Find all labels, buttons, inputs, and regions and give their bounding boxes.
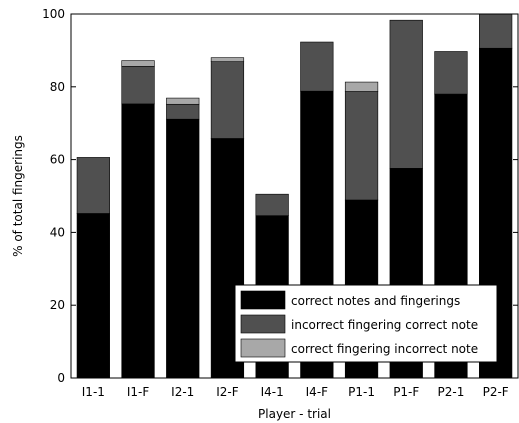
axes-layer [70, 13, 519, 379]
legend: correct notes and fingerings incorrect f… [234, 284, 498, 363]
y-tick-label: 20 [50, 298, 65, 312]
legend-swatch [240, 290, 286, 310]
x-tick-label: I4-1 [261, 385, 284, 399]
x-tick-label: I2-1 [171, 385, 194, 399]
bar-segment [166, 103, 200, 120]
legend-item-label: correct notes and fingerings [291, 294, 460, 308]
legend-swatch [240, 338, 286, 358]
bar-segment [300, 41, 334, 92]
bar-segment [479, 13, 513, 49]
bar-segment [166, 97, 200, 105]
bar-segment [344, 91, 379, 201]
x-tick-label: I1-1 [82, 385, 105, 399]
y-axis: 0 20 40 60 80 100 [42, 7, 518, 385]
bar-segment [166, 118, 200, 379]
x-tick-label: P2-1 [438, 385, 465, 399]
x-tick-label: P2-F [483, 385, 509, 399]
x-tick-label: I1-F [127, 385, 150, 399]
bar-segment [76, 213, 110, 379]
x-axis-label: Player - trial [258, 407, 331, 421]
bar-segment [389, 19, 423, 169]
bar-segment [255, 193, 289, 216]
bar-segment [121, 66, 155, 105]
x-tick-label: P1-1 [348, 385, 375, 399]
y-tick-label: 40 [50, 225, 65, 239]
y-tick-label: 0 [57, 371, 65, 385]
bar-segment [344, 81, 379, 92]
y-axis-label: % of total fingerings [11, 135, 25, 257]
bar-segment [434, 51, 468, 95]
bar-segment [210, 57, 245, 62]
x-tick-label: P1-F [393, 385, 419, 399]
bar-segment [121, 60, 155, 67]
legend-item-label: correct fingering incorrect note [291, 342, 478, 356]
x-tick-label: I4-F [306, 385, 329, 399]
legend-swatch [240, 314, 286, 334]
x-tick-label: I2-F [216, 385, 239, 399]
y-tick-label: 100 [42, 7, 65, 21]
bar-segment [210, 61, 245, 139]
x-axis: I1-1 I1-F I2-1 I2-F I4-1 I4-F P1-1 P1-F P2-1 P2-F [82, 373, 509, 399]
bar-segment [121, 103, 155, 379]
y-tick-label: 80 [50, 80, 65, 94]
plot-frame [70, 13, 519, 379]
y-tick-label: 60 [50, 153, 65, 167]
bar-segment [76, 157, 110, 214]
legend-item-label: incorrect fingering correct note [291, 318, 478, 332]
